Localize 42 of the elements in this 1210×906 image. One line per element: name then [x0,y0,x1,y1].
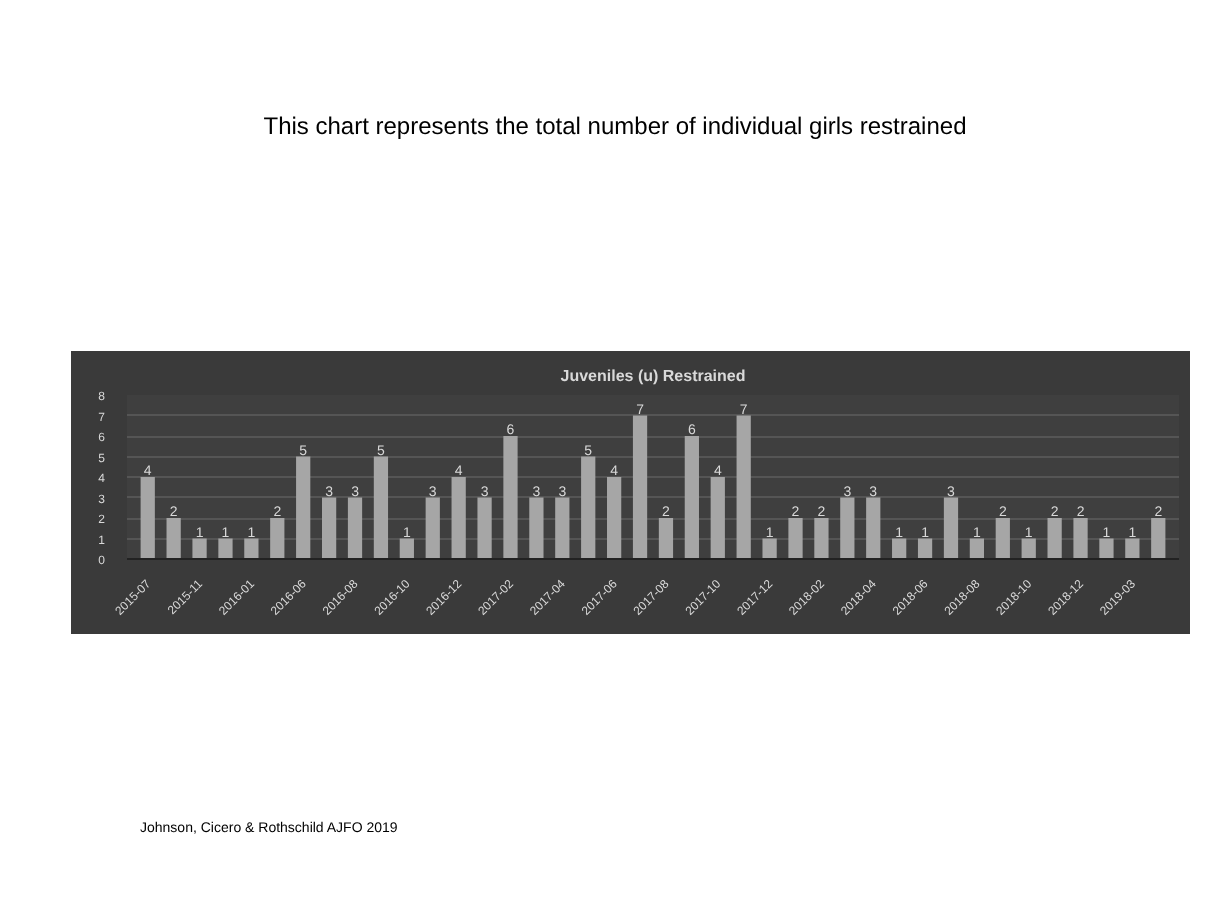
bar [762,538,777,559]
bar [866,497,881,559]
bar [917,538,933,559]
bar [477,497,492,559]
bar [1125,538,1140,559]
bar [270,518,285,559]
bar [321,497,337,559]
bar [373,456,389,559]
bar [581,456,596,559]
bar [1021,538,1036,559]
bar [451,477,466,559]
bar [1047,518,1062,559]
bar [1073,518,1088,559]
bar [166,518,181,559]
bar [943,497,959,559]
bar [347,497,363,559]
bar [840,497,855,559]
bar [632,415,648,559]
bar [503,436,518,559]
bar [296,456,311,559]
bar [710,477,725,559]
bar [1099,538,1114,559]
bar [192,538,207,559]
bar [995,518,1010,559]
bar [969,538,985,559]
bar [425,497,440,559]
bar [684,436,699,559]
text: This chart represents the total number of individual girls restrained [263,110,967,144]
bar [555,497,570,559]
bar [244,538,259,559]
bar [218,538,233,559]
bar [140,477,155,559]
bar [788,518,803,559]
bar [814,518,829,559]
bar [399,538,414,559]
bar [607,477,622,559]
bar [736,415,751,559]
bar [658,518,674,559]
bar [529,497,544,559]
bar [892,538,907,559]
chart-title: Juveniles (u) Restrained [560,367,746,385]
bar [1151,518,1166,559]
